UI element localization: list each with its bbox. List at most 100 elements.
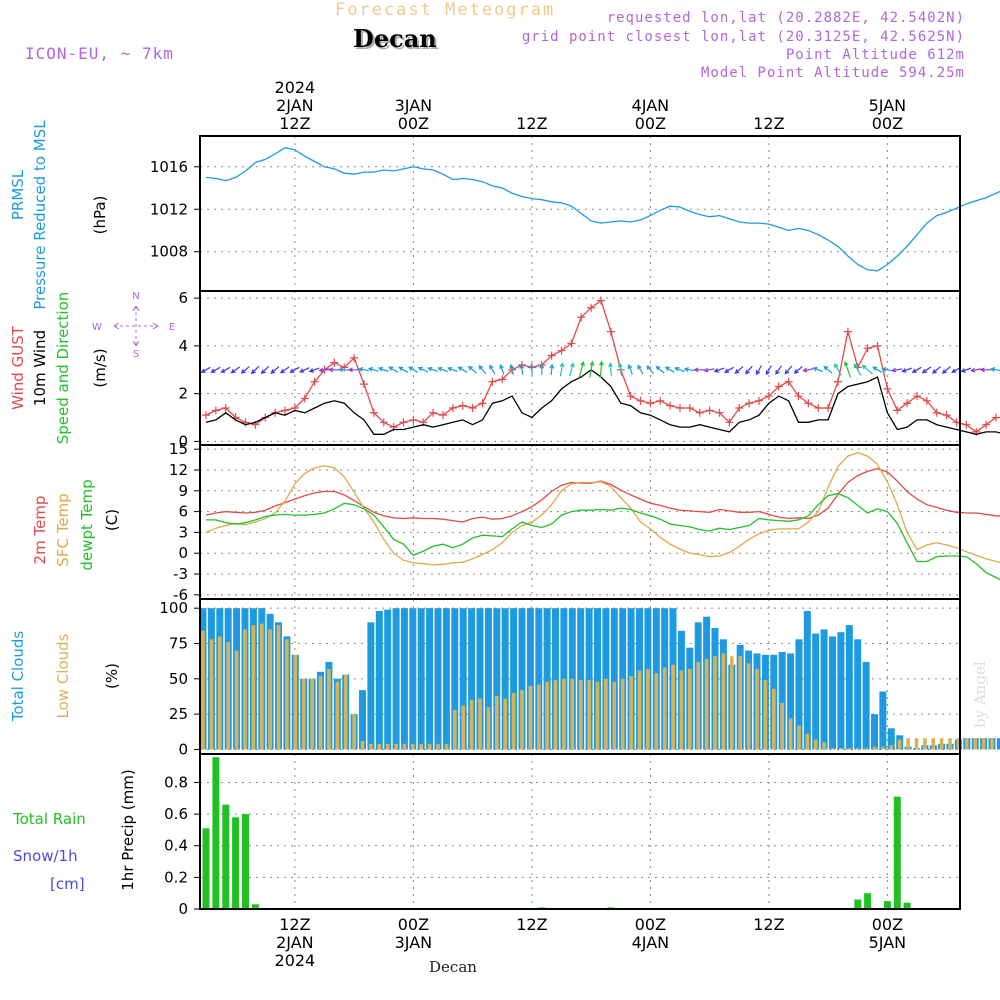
total_clouds-bar <box>359 690 366 750</box>
low_clouds-bar <box>780 702 784 750</box>
label-wind-gust: Wind GUST <box>9 325 27 410</box>
wind-direction-arrow <box>578 360 585 378</box>
wind-direction-arrow <box>703 367 715 373</box>
gust-marker <box>202 411 210 420</box>
wind-direction-arrow <box>843 361 852 378</box>
low_clouds-bar <box>965 738 969 750</box>
total_clouds-bar <box>400 608 408 750</box>
total_clouds-bar <box>552 608 559 750</box>
y-tick-label: -3 <box>173 565 188 583</box>
wind-direction-arrow <box>367 367 379 372</box>
low_clouds-bar <box>218 636 222 750</box>
y-tick-label: 1012 <box>150 200 188 218</box>
total_clouds-bar <box>384 609 392 750</box>
wind-wind-line <box>205 368 1000 435</box>
total_clouds-bar <box>451 608 459 750</box>
gust-marker <box>488 377 497 386</box>
time-tick-label-top: 5JAN <box>869 96 907 115</box>
low_clouds-bar <box>830 748 835 750</box>
low_clouds-bar <box>948 738 952 750</box>
wind-direction-arrow <box>210 366 221 373</box>
low_clouds-bar <box>956 738 961 750</box>
point-altitude: Point Altitude 612m <box>785 47 965 63</box>
low_clouds-bar <box>243 629 247 750</box>
gust-marker <box>784 377 793 386</box>
gust-marker <box>547 351 556 360</box>
gust-marker <box>695 408 704 417</box>
time-tick-label-top: 2024 <box>275 78 316 97</box>
low_clouds-bar <box>553 680 558 750</box>
label-low-clouds: Low Clouds <box>54 633 72 718</box>
rain-bar <box>251 904 259 909</box>
wind-direction-arrow <box>793 366 803 374</box>
low_clouds-bar <box>209 639 214 750</box>
low_clouds-bar <box>587 680 591 750</box>
time-tick-label-bottom: 2JAN <box>276 933 314 952</box>
rain-bar <box>903 902 911 909</box>
wind-direction-arrow <box>655 365 665 374</box>
low_clouds-bar <box>990 738 994 750</box>
requested-location: requested lon,lat (20.2882E, 42.5402N) <box>606 10 965 26</box>
low_clouds-bar <box>260 623 264 750</box>
total_clouds-bar <box>829 636 836 750</box>
y-tick-label: 0 <box>178 432 188 450</box>
low_clouds-bar <box>746 663 751 750</box>
gust-marker <box>834 377 842 386</box>
time-tick-label-bottom: 00Z <box>398 915 429 934</box>
wind-panel-frame <box>199 290 961 446</box>
wind-direction-arrow <box>834 363 842 376</box>
low_clouds-bar <box>629 676 633 750</box>
y-tick-label: 6 <box>178 503 188 521</box>
wind-direction-arrow <box>911 366 922 373</box>
rain-bar <box>232 817 240 909</box>
low_clouds-bar <box>763 680 768 750</box>
low_clouds-bar <box>520 690 524 750</box>
y-tick-label: 0.8 <box>164 773 188 791</box>
gust-marker <box>281 406 289 415</box>
gust-marker <box>399 418 408 427</box>
low_clouds-bar <box>671 664 675 750</box>
total_clouds-bar <box>468 608 476 750</box>
wind-direction-arrow <box>437 366 448 373</box>
total_clouds-bar <box>862 661 870 750</box>
gust-marker <box>982 420 991 429</box>
gust-marker <box>409 415 418 424</box>
total_clouds-bar <box>871 714 878 750</box>
low_clouds-bar <box>394 743 398 750</box>
low_clouds-bar <box>654 673 659 750</box>
total_clouds-bar <box>417 608 425 750</box>
gust-marker <box>429 408 438 417</box>
low_clouds-bar <box>839 748 843 750</box>
pressure-pressure-line <box>205 147 1000 272</box>
wind-direction-arrow <box>289 366 300 373</box>
total_clouds-bar <box>375 611 383 750</box>
total_clouds-bar <box>887 728 895 750</box>
low_clouds-bar <box>847 748 852 750</box>
total_clouds-bar <box>434 608 442 750</box>
gust-marker <box>755 396 763 405</box>
total_clouds-bar <box>459 608 467 750</box>
low_clouds-bar <box>343 674 348 750</box>
y-tick-label: 12 <box>169 461 188 479</box>
low_clouds-bar <box>662 667 667 750</box>
gust-marker <box>448 403 457 412</box>
wind-direction-arrow <box>447 366 458 373</box>
total_clouds-bar <box>854 639 862 750</box>
wind-direction-arrow <box>960 367 972 373</box>
y-tick-label: 0.4 <box>164 837 188 855</box>
low_clouds-bar <box>352 714 356 750</box>
time-tick-label-bottom: 12Z <box>516 915 547 934</box>
rain-bar <box>242 814 249 909</box>
label-2m-temp: 2m Temp <box>31 496 49 565</box>
wind-direction-arrow <box>589 360 595 378</box>
wind-direction-arrow <box>230 366 241 374</box>
wind-direction-arrow <box>559 362 565 377</box>
wind-direction-arrow <box>921 366 932 374</box>
wind-direction-arrow <box>784 365 793 375</box>
wind-direction-arrow <box>723 366 734 373</box>
wind-direction-arrow <box>347 367 360 373</box>
low_clouds-bar <box>721 653 726 750</box>
low_clouds-bar <box>696 661 700 750</box>
wind-direction-arrow <box>519 363 525 375</box>
low_clouds-bar <box>730 656 734 750</box>
